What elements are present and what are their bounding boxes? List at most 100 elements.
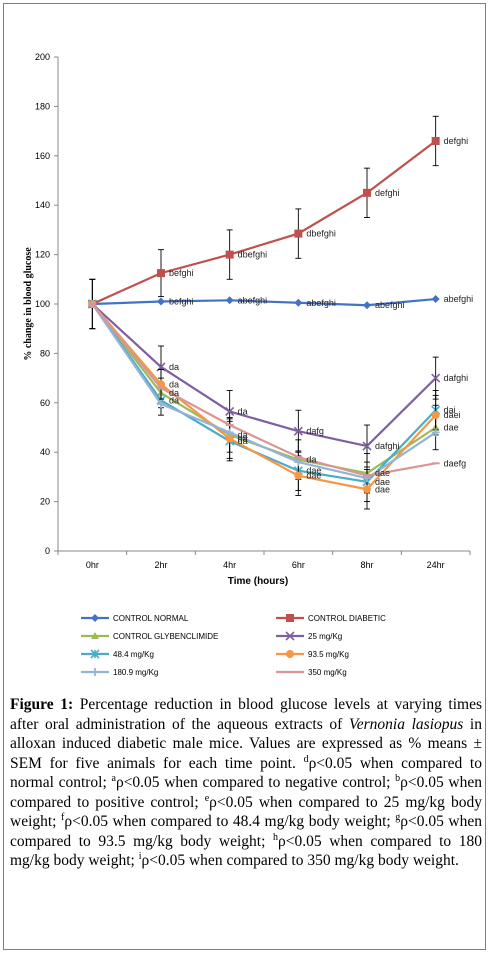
y-tick-label: 180	[35, 101, 50, 111]
y-tick-label: 200	[35, 52, 50, 62]
significance-label: dae	[306, 471, 321, 481]
figure-caption: Figure 1: Percentage reduction in blood …	[10, 695, 482, 871]
y-tick-label: 140	[35, 200, 50, 210]
series-line	[91, 140, 437, 306]
legend-label: 350 mg/Kg	[308, 668, 347, 677]
y-tick-label: 160	[35, 151, 50, 161]
caption-text: ρ<0.05 when compared to normal control;	[10, 754, 482, 792]
significance-label: defghi	[444, 136, 469, 146]
series-line	[92, 297, 436, 307]
caption-sup: b	[395, 772, 401, 784]
legend-swatch-marker	[285, 631, 295, 641]
legend-swatch-marker	[286, 650, 294, 658]
legend-item: 48.4 mg/Kg	[81, 649, 154, 659]
data-point	[363, 485, 371, 494]
y-tick-label: 120	[35, 250, 50, 260]
y-tick-label: 0	[45, 546, 50, 556]
significance-label: defghi	[375, 188, 400, 198]
chart-series	[87, 115, 441, 510]
legend-label: 93.5 mg/Kg	[308, 650, 349, 659]
data-point	[431, 411, 440, 420]
significance-label: da	[169, 388, 179, 398]
significance-label: dbefghi	[238, 250, 268, 260]
significance-label: dae	[306, 466, 321, 476]
series-group	[88, 115, 440, 330]
series-line	[91, 303, 437, 491]
caption-text: ρ<0.05 when compared to 48.4 mg/kg body …	[64, 813, 396, 830]
caption-sup: d	[303, 753, 309, 765]
significance-label: da	[238, 434, 248, 444]
series-line	[91, 303, 437, 484]
data-point	[157, 269, 165, 278]
significance-label: befghi	[169, 297, 194, 307]
data-point	[225, 250, 234, 259]
significance-label: dae	[375, 484, 390, 494]
chart-annotations: befghi abefghi abefghi abefghi abefghi befghi…	[169, 136, 473, 494]
caption-text: ρ<0.05 when compared to 93.5 mg/kg body …	[10, 813, 482, 850]
legend-item: CONTROL NORMAL	[81, 614, 189, 623]
data-point	[294, 229, 303, 238]
significance-label: dbefghi	[306, 229, 336, 239]
caption-sup: i	[138, 850, 142, 862]
x-tick-label: 4hr	[223, 560, 236, 570]
data-point	[294, 458, 303, 467]
data-point	[363, 188, 371, 197]
data-point	[431, 428, 440, 437]
significance-label: dae	[375, 477, 390, 487]
data-point	[363, 301, 371, 310]
data-point	[293, 426, 303, 436]
caption-text: Percentage reduction in blood glucose le…	[10, 696, 482, 733]
caption-species: Vernonia lasiopus	[348, 715, 464, 733]
data-point	[225, 434, 234, 443]
chart-axes: 0 20 40 60 80 100 120 140 160 180 200 0hr 2hr 4hr 6hr 8…	[23, 52, 471, 587]
legend-item: 93.5 mg/Kg	[276, 650, 349, 659]
significance-label: da	[238, 436, 248, 446]
significance-label: da	[306, 455, 316, 465]
y-axis-title: % change in blood glucose	[23, 247, 34, 361]
legend-item: CONTROL GLYBENCLIMIDE	[81, 632, 218, 641]
legend-swatch-marker	[286, 614, 294, 622]
data-point	[431, 295, 440, 304]
caption-sup: e	[204, 792, 210, 804]
data-point	[157, 297, 165, 306]
caption-text: ρ<0.05 when compared to 25 mg/kg body we…	[10, 793, 482, 831]
chart-legend: CONTROL NORMAL CONTROL DIABETIC CONTROL GL…	[81, 614, 386, 677]
significance-label: dae	[444, 423, 459, 433]
significance-label: daei	[444, 410, 461, 420]
legend-label: CONTROL DIABETIC	[308, 614, 386, 623]
significance-label: dafghi	[375, 441, 400, 451]
caption-text: ρ<0.05 when compared to 180 mg/kg body w…	[10, 832, 482, 870]
legend-label: CONTROL NORMAL	[113, 614, 189, 623]
significance-label: abefghi	[444, 294, 474, 304]
data-point	[431, 136, 440, 145]
x-tick-label: 8hr	[360, 560, 373, 570]
caption-text: ρ<0.05 when compared to negative control…	[115, 774, 396, 791]
series-line	[91, 303, 437, 448]
caption-sup: f	[61, 811, 65, 823]
legend-label: CONTROL GLYBENCLIMIDE	[113, 632, 218, 641]
y-tick-label: 20	[40, 497, 50, 507]
x-tick-label: 2hr	[154, 560, 167, 570]
significance-label: da	[169, 379, 179, 389]
significance-label: dae	[375, 468, 390, 478]
caption-sup: g	[395, 811, 401, 823]
caption-text: ρ<0.05 when compared to 350 mg/kg body w…	[141, 852, 459, 869]
caption-label: Figure 1:	[10, 696, 74, 713]
significance-label: dafghi	[444, 373, 469, 383]
x-tick-label: 6hr	[292, 560, 305, 570]
significance-label: dafg	[306, 426, 324, 436]
data-point	[431, 373, 441, 383]
significance-label: abefghi	[238, 295, 268, 305]
significance-label: da	[169, 362, 179, 372]
legend-swatch-marker	[91, 668, 99, 676]
data-point	[294, 471, 303, 480]
data-point	[157, 400, 165, 409]
legend-item: 350 mg/Kg	[276, 668, 347, 677]
series-group	[88, 303, 440, 477]
figure-frame	[3, 3, 486, 950]
line-chart: 0 20 40 60 80 100 120 140 160 180 200 0hr 2hr 4hr 6hr 8…	[23, 52, 473, 677]
x-tick-label: 0hr	[86, 560, 99, 570]
legend-swatch-marker	[90, 649, 100, 659]
significance-label: daefg	[444, 458, 467, 468]
x-axis-title: Time (hours)	[228, 576, 288, 587]
